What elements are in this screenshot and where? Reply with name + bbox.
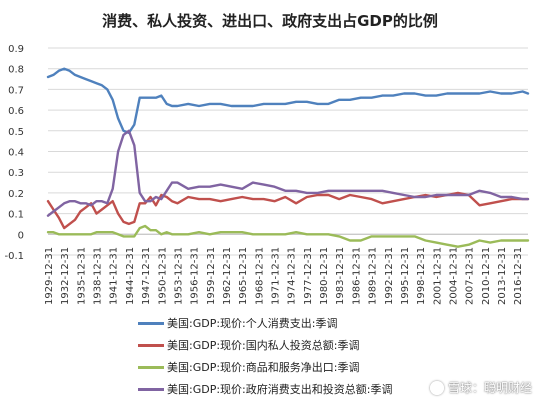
y-tick-label: 0.7 (8, 85, 24, 96)
x-tick-label: 1953-12-31 (173, 247, 184, 305)
x-tick-label: 1944-12-31 (125, 247, 136, 305)
x-tick-label: 1986-12-31 (351, 247, 362, 305)
x-tick-label: 1995-12-31 (400, 247, 411, 305)
x-tick-label: 1977-12-31 (303, 247, 314, 305)
x-tick-label: 1950-12-31 (157, 247, 168, 305)
y-axis-ticks: 0.9 0.8 0.7 0.6 0.5 0.4 0.3 0.2 0.1 0 -0.1 (4, 44, 24, 262)
legend-label: 美国:GDP:现价:国内私人投资总额:季调 (167, 339, 360, 352)
y-tick-label: 0.1 (8, 210, 24, 221)
legend-swatch (138, 321, 164, 325)
series-line-1 (46, 191, 530, 230)
x-tick-label: 1935-12-31 (76, 247, 87, 305)
legend-item-investment: 美国:GDP:现价:国内私人投资总额:季调 (138, 334, 392, 356)
snowball-logo-icon (429, 380, 444, 395)
legend-swatch (138, 343, 164, 347)
legend-label: 美国:GDP:现价:政府消费支出和投资总额:季调 (167, 383, 393, 396)
x-tick-label: 1932-12-31 (60, 247, 71, 305)
y-tick-label: 0.5 (8, 127, 24, 138)
x-tick-label: 1929-12-31 (44, 247, 55, 305)
x-tick-label: 1959-12-31 (206, 247, 217, 305)
chart-title: 消费、私人投资、进出口、政府支出占GDP的比例 (102, 12, 438, 30)
gridlines (48, 47, 528, 256)
series-line-3 (46, 129, 530, 217)
legend: 美国:GDP:现价:个人消费支出:季调 美国:GDP:现价:国内私人投资总额:季… (138, 312, 392, 400)
y-tick-label: 0.9 (8, 44, 24, 55)
y-tick-label: 0.4 (8, 148, 24, 159)
y-tick-label: 0.2 (8, 189, 24, 200)
series-lines (46, 67, 530, 248)
y-tick-label: 0.8 (8, 65, 24, 76)
x-tick-label: 1965-12-31 (238, 247, 249, 305)
legend-label: 美国:GDP:现价:商品和服务净出口:季调 (167, 361, 360, 374)
x-tick-label: 1998-12-31 (416, 247, 427, 305)
x-tick-label: 2016-12-31 (513, 247, 524, 305)
x-tick-label: 1980-12-31 (319, 247, 330, 305)
x-tick-label: 2004-12-31 (448, 247, 459, 305)
y-tick-label: 0.3 (8, 168, 24, 179)
x-tick-label: 1968-12-31 (254, 247, 265, 305)
legend-swatch (138, 387, 164, 391)
y-tick-label: 0.6 (8, 106, 24, 117)
x-tick-label: 1971-12-31 (271, 247, 282, 305)
x-tick-label: 1983-12-31 (335, 247, 346, 305)
x-tick-label: 1947-12-31 (141, 247, 152, 305)
x-tick-label: 2001-12-31 (432, 247, 443, 305)
x-tick-label: 2010-12-31 (481, 247, 492, 305)
legend-swatch (138, 365, 164, 369)
x-tick-label: 1992-12-31 (384, 247, 395, 305)
legend-item-net-exports: 美国:GDP:现价:商品和服务净出口:季调 (138, 356, 392, 378)
x-tick-label: 1974-12-31 (287, 247, 298, 305)
x-tick-label: 1938-12-31 (93, 247, 104, 305)
x-tick-label: 1962-12-31 (222, 247, 233, 305)
x-tick-label: 2007-12-31 (465, 247, 476, 305)
y-tick-label: -0.1 (4, 251, 24, 262)
legend-item-government: 美国:GDP:现价:政府消费支出和投资总额:季调 (138, 378, 392, 400)
watermark-text: 雪球：聪明财经 (447, 381, 532, 395)
legend-label: 美国:GDP:现价:个人消费支出:季调 (167, 317, 338, 330)
x-tick-label: 2013-12-31 (497, 247, 508, 305)
series-line-2 (46, 224, 530, 248)
watermark: 雪球：聪明财经 (429, 379, 532, 396)
x-tick-label: 1941-12-31 (109, 247, 120, 305)
y-tick-label: 0 (18, 230, 24, 241)
legend-item-consumption: 美国:GDP:现价:个人消费支出:季调 (138, 312, 392, 334)
x-tick-label: 1956-12-31 (190, 247, 201, 305)
x-axis-ticks: 1929-12-31 1932-12-31 1935-12-31 1938-12-31… (44, 247, 524, 305)
series-line-0 (46, 67, 530, 135)
x-tick-label: 1989-12-31 (368, 247, 379, 305)
